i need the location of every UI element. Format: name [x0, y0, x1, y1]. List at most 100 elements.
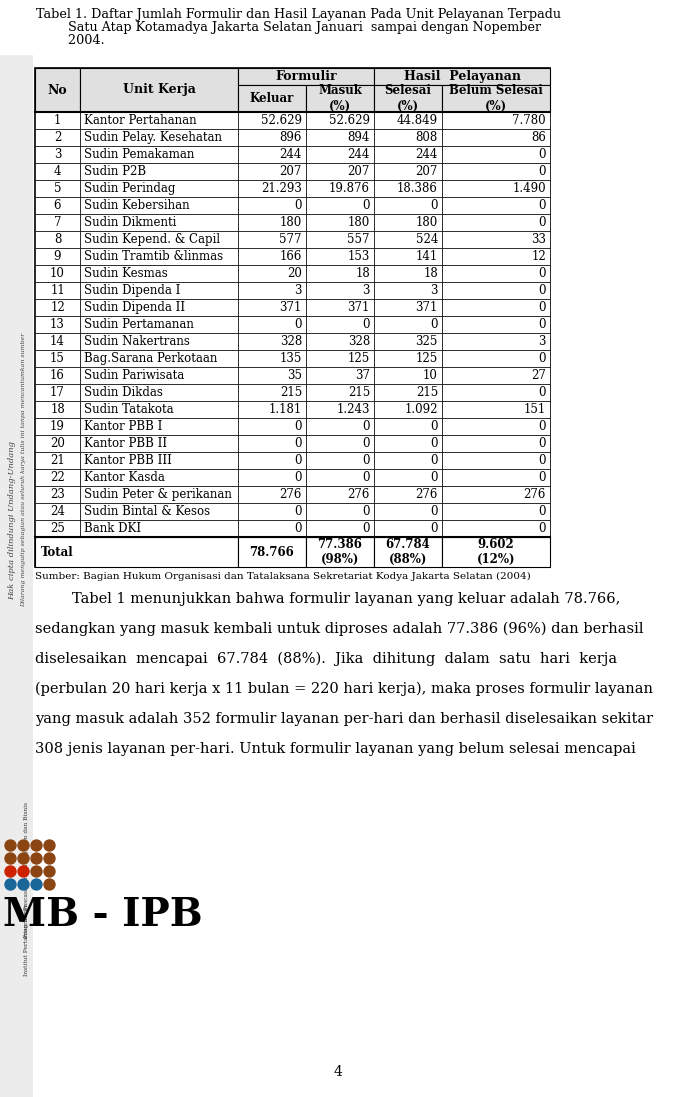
Text: 0: 0 — [539, 471, 546, 484]
Text: 0: 0 — [539, 301, 546, 314]
Bar — [238, 436, 306, 452]
Text: 52.629: 52.629 — [261, 114, 302, 127]
Text: 10: 10 — [423, 369, 438, 382]
Text: 0: 0 — [539, 454, 546, 467]
Text: Masuk
(%): Masuk (%) — [318, 84, 362, 113]
Bar — [306, 486, 374, 504]
Text: 0: 0 — [362, 522, 370, 535]
Text: 1.490: 1.490 — [512, 182, 546, 195]
Bar — [80, 282, 238, 299]
Bar — [238, 538, 306, 567]
Text: 18.386: 18.386 — [397, 182, 438, 195]
Bar — [238, 384, 306, 402]
Text: 25: 25 — [50, 522, 65, 535]
Bar — [306, 384, 374, 402]
Bar — [442, 129, 550, 146]
Text: 0: 0 — [294, 471, 302, 484]
Bar — [35, 265, 80, 282]
Bar — [374, 436, 442, 452]
Bar — [35, 129, 80, 146]
Bar — [238, 112, 306, 129]
Bar — [306, 129, 374, 146]
Bar — [374, 418, 442, 436]
Bar — [374, 248, 442, 265]
Bar — [35, 68, 550, 567]
Text: MB - IPB: MB - IPB — [3, 896, 202, 934]
Bar — [306, 350, 374, 367]
Text: 0: 0 — [539, 318, 546, 331]
Bar — [238, 146, 306, 163]
Text: Sudin Dikdas: Sudin Dikdas — [84, 386, 163, 399]
Text: Tabel 1 menunjukkan bahwa formulir layanan yang keluar adalah 78.766,: Tabel 1 menunjukkan bahwa formulir layan… — [35, 592, 620, 606]
Bar — [80, 129, 238, 146]
Bar — [374, 197, 442, 214]
Bar — [35, 248, 80, 265]
Text: 3: 3 — [362, 284, 370, 297]
Text: 215: 215 — [279, 386, 302, 399]
Text: 371: 371 — [348, 301, 370, 314]
Text: 3: 3 — [431, 284, 438, 297]
Bar — [374, 333, 442, 350]
Bar — [374, 316, 442, 333]
Text: 6: 6 — [54, 199, 61, 212]
Circle shape — [31, 840, 42, 851]
Text: Program Pascasarjana Manajemen dan Bisnis: Program Pascasarjana Manajemen dan Bisni… — [24, 802, 30, 938]
Bar — [80, 265, 238, 282]
Text: 0: 0 — [362, 420, 370, 433]
Text: Institut Pertanian Bogor: Institut Pertanian Bogor — [24, 904, 30, 976]
Bar — [374, 84, 442, 112]
Text: 153: 153 — [348, 250, 370, 263]
Bar — [80, 163, 238, 180]
Text: Tabel 1. Daftar Jumlah Formulir dan Hasil Layanan Pada Unit Pelayanan Terpadu: Tabel 1. Daftar Jumlah Formulir dan Hasi… — [36, 8, 561, 21]
Text: Hasil  Pelayanan: Hasil Pelayanan — [404, 70, 520, 83]
Bar — [374, 384, 442, 402]
Text: 276: 276 — [348, 488, 370, 501]
Bar — [374, 146, 442, 163]
Bar — [238, 367, 306, 384]
Text: Sudin Perindag: Sudin Perindag — [84, 182, 176, 195]
Bar — [442, 84, 550, 112]
Text: 325: 325 — [416, 335, 438, 348]
Bar — [442, 384, 550, 402]
Bar — [238, 520, 306, 538]
Text: 77.386
(98%): 77.386 (98%) — [317, 538, 362, 566]
Bar — [80, 486, 238, 504]
Text: 0: 0 — [362, 471, 370, 484]
Bar — [442, 163, 550, 180]
Bar — [374, 265, 442, 282]
Text: 86: 86 — [531, 131, 546, 144]
Text: 0: 0 — [362, 199, 370, 212]
Bar — [80, 231, 238, 248]
Text: 207: 207 — [416, 165, 438, 178]
Text: Bank DKI: Bank DKI — [84, 522, 141, 535]
Text: diselesaikan  mencapai  67.784  (88%).  Jika  dihitung  dalam  satu  hari  kerja: diselesaikan mencapai 67.784 (88%). Jika… — [35, 652, 617, 666]
Circle shape — [18, 879, 29, 890]
Text: 0: 0 — [431, 454, 438, 467]
Bar — [35, 146, 80, 163]
Text: 27: 27 — [531, 369, 546, 382]
Bar — [442, 367, 550, 384]
Text: Sudin Tatakota: Sudin Tatakota — [84, 403, 173, 416]
Bar — [35, 112, 80, 129]
Text: 0: 0 — [294, 199, 302, 212]
Bar — [306, 452, 374, 470]
Bar — [238, 180, 306, 197]
Bar — [35, 436, 80, 452]
Text: 0: 0 — [431, 199, 438, 212]
Bar — [374, 504, 442, 520]
Text: 67.784
(88%): 67.784 (88%) — [385, 538, 431, 566]
Bar — [238, 350, 306, 367]
Text: Belum Selesai
(%): Belum Selesai (%) — [449, 84, 543, 113]
Text: 18: 18 — [423, 267, 438, 280]
Circle shape — [18, 853, 29, 864]
Text: 44.849: 44.849 — [397, 114, 438, 127]
Text: 808: 808 — [416, 131, 438, 144]
Text: Kantor PBB I: Kantor PBB I — [84, 420, 163, 433]
Text: 3: 3 — [294, 284, 302, 297]
Text: 35: 35 — [287, 369, 302, 382]
Bar — [238, 470, 306, 486]
Bar — [238, 452, 306, 470]
Bar — [374, 520, 442, 538]
Text: 23: 23 — [50, 488, 65, 501]
Bar — [80, 68, 238, 112]
